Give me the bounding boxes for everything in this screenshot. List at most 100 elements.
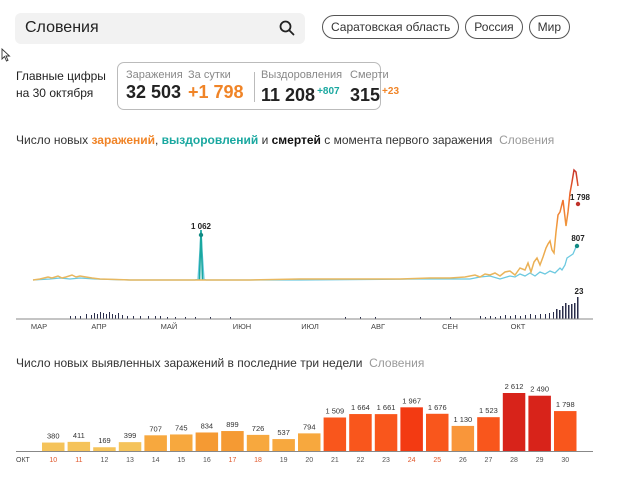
bar-value-label: 1 661 — [377, 403, 396, 412]
bar-day-15[interactable] — [170, 434, 193, 451]
stat-recovered-label: Выздоровления — [261, 69, 343, 81]
recovered-last-marker — [574, 243, 580, 249]
bar-day-22[interactable] — [349, 414, 372, 451]
bar-day-17[interactable] — [221, 431, 244, 451]
day-tick: 28 — [510, 457, 518, 464]
bar-day-23[interactable] — [374, 414, 398, 451]
chart1-plot[interactable]: 1 062 1 798 807 23 МАР АПР МАЙ ИЮН ИЮЛ А… — [0, 150, 617, 335]
bar-day-11[interactable] — [67, 441, 91, 451]
chart1-title-region: Словения — [499, 133, 555, 147]
deaths-bars — [70, 297, 579, 319]
stat-deaths-delta: +23 — [382, 86, 400, 97]
bar-day-14[interactable] — [144, 435, 167, 451]
chip-russia[interactable]: Россия — [465, 15, 523, 39]
bar-value-label: 1 509 — [325, 406, 344, 415]
stat-infections-value: 32 503 — [126, 82, 182, 102]
bar-value-label: 1 798 — [556, 400, 575, 409]
month-tick: ИЮЛ — [301, 322, 319, 331]
infections-last-label: 1 798 — [570, 193, 591, 202]
day-tick: 27 — [485, 457, 493, 464]
chart1-title-text: Число новых — [16, 133, 92, 147]
search-input[interactable] — [25, 17, 265, 39]
chart2-title-region: Словения — [369, 356, 425, 370]
chart2-title: Число новых выявленных заражений в после… — [16, 356, 424, 370]
day-tick: 19 — [280, 457, 288, 464]
bar-day-24[interactable] — [400, 407, 423, 451]
legend-infections: заражений — [91, 133, 155, 147]
day-tick: 10 — [49, 457, 57, 464]
mouse-cursor-icon — [1, 48, 11, 62]
bar-day-30[interactable] — [554, 411, 577, 451]
day-tick: 11 — [75, 457, 82, 464]
day-tick: 25 — [433, 457, 441, 464]
day-tick: 24 — [408, 457, 416, 464]
bar-day-26[interactable] — [451, 425, 475, 451]
stat-recovered-delta: +807 — [317, 86, 340, 97]
bar-value-label: 726 — [252, 424, 265, 433]
day-tick: 18 — [254, 457, 262, 464]
month-tick: СЕН — [442, 322, 458, 331]
stat-daily-label: За сутки — [188, 69, 231, 81]
bar-day-19[interactable] — [272, 439, 295, 451]
stat-infections: Заражения 32 503 — [126, 69, 183, 103]
chart2-month-label: ОКТ — [16, 457, 31, 464]
stats-divider — [254, 72, 255, 102]
day-tick: 16 — [203, 457, 211, 464]
chart2-title-text: Число новых выявленных заражений в после… — [16, 356, 363, 370]
recovered-spike-marker — [198, 232, 204, 238]
bar-value-label: 1 967 — [402, 396, 421, 405]
day-tick: 13 — [126, 457, 134, 464]
bar-day-29[interactable] — [528, 395, 551, 451]
bar-day-16[interactable] — [195, 432, 219, 451]
summary-label-date: на 30 октября — [16, 86, 94, 100]
chart1-title-sep: , — [155, 133, 162, 147]
stat-daily: За сутки +1 798 — [188, 69, 244, 103]
day-tick: 17 — [229, 457, 237, 464]
recovered-spike — [198, 229, 204, 281]
bar-day-18[interactable] — [246, 434, 270, 451]
day-tick: 15 — [177, 457, 185, 464]
summary-label-line1: Главные цифры — [16, 69, 106, 83]
stat-recovered: Выздоровления 11 208 +807 — [261, 69, 342, 106]
stat-deaths: Смерти 315 +23 — [350, 69, 399, 106]
bar-day-28[interactable] — [502, 393, 526, 451]
recovered-last-label: 807 — [571, 234, 585, 243]
bar-day-10[interactable] — [42, 442, 65, 451]
bar-day-25[interactable] — [426, 413, 449, 451]
bar-value-label: 745 — [175, 423, 188, 432]
day-tick: 26 — [459, 457, 467, 464]
infections-last-marker — [575, 201, 581, 207]
stat-daily-value: +1 798 — [188, 82, 244, 102]
chart1-month-ticks: МАР АПР МАЙ ИЮН ИЮЛ АВГ СЕН ОКТ — [31, 322, 526, 331]
bar-day-27[interactable] — [477, 417, 500, 451]
deaths-last-label: 23 — [575, 287, 584, 296]
search-icon[interactable] — [279, 20, 295, 36]
search-box[interactable] — [15, 13, 305, 44]
bar-value-label: 1 676 — [428, 403, 447, 412]
chart1-title-and: и — [258, 133, 272, 147]
chart1-title: Число новых заражений, выздоровлений и с… — [16, 133, 554, 147]
day-tick: 14 — [152, 457, 160, 464]
day-tick: 21 — [331, 457, 339, 464]
bar-day-13[interactable] — [118, 442, 142, 451]
day-tick: 30 — [561, 457, 569, 464]
stat-infections-label: Заражения — [126, 69, 183, 81]
day-tick: 29 — [536, 457, 544, 464]
bar-day-12[interactable] — [93, 447, 116, 451]
month-tick: АВГ — [371, 322, 385, 331]
bar-value-label: 1 664 — [351, 403, 370, 412]
infections-line — [32, 168, 579, 281]
summary-stats-card: Заражения 32 503 За сутки +1 798 Выздоро… — [117, 62, 399, 110]
chart2-plot[interactable]: 380 10 411 11 169 12 399 13 707 14 745 15 834 16 899 17… — [0, 370, 617, 480]
chip-saratov[interactable]: Саратовская область — [322, 15, 460, 39]
day-tick: 23 — [382, 457, 390, 464]
month-tick: АПР — [91, 322, 106, 331]
month-tick: МАЙ — [161, 322, 178, 331]
chip-world[interactable]: Мир — [528, 15, 571, 39]
stat-deaths-label: Смерти — [350, 69, 389, 81]
bar-day-21[interactable] — [323, 417, 347, 451]
bar-value-label: 399 — [124, 431, 137, 440]
bar-day-20[interactable] — [298, 433, 321, 451]
region-chips: Саратовская область Россия Мир — [322, 15, 571, 39]
bar-value-label: 1 130 — [453, 415, 472, 424]
